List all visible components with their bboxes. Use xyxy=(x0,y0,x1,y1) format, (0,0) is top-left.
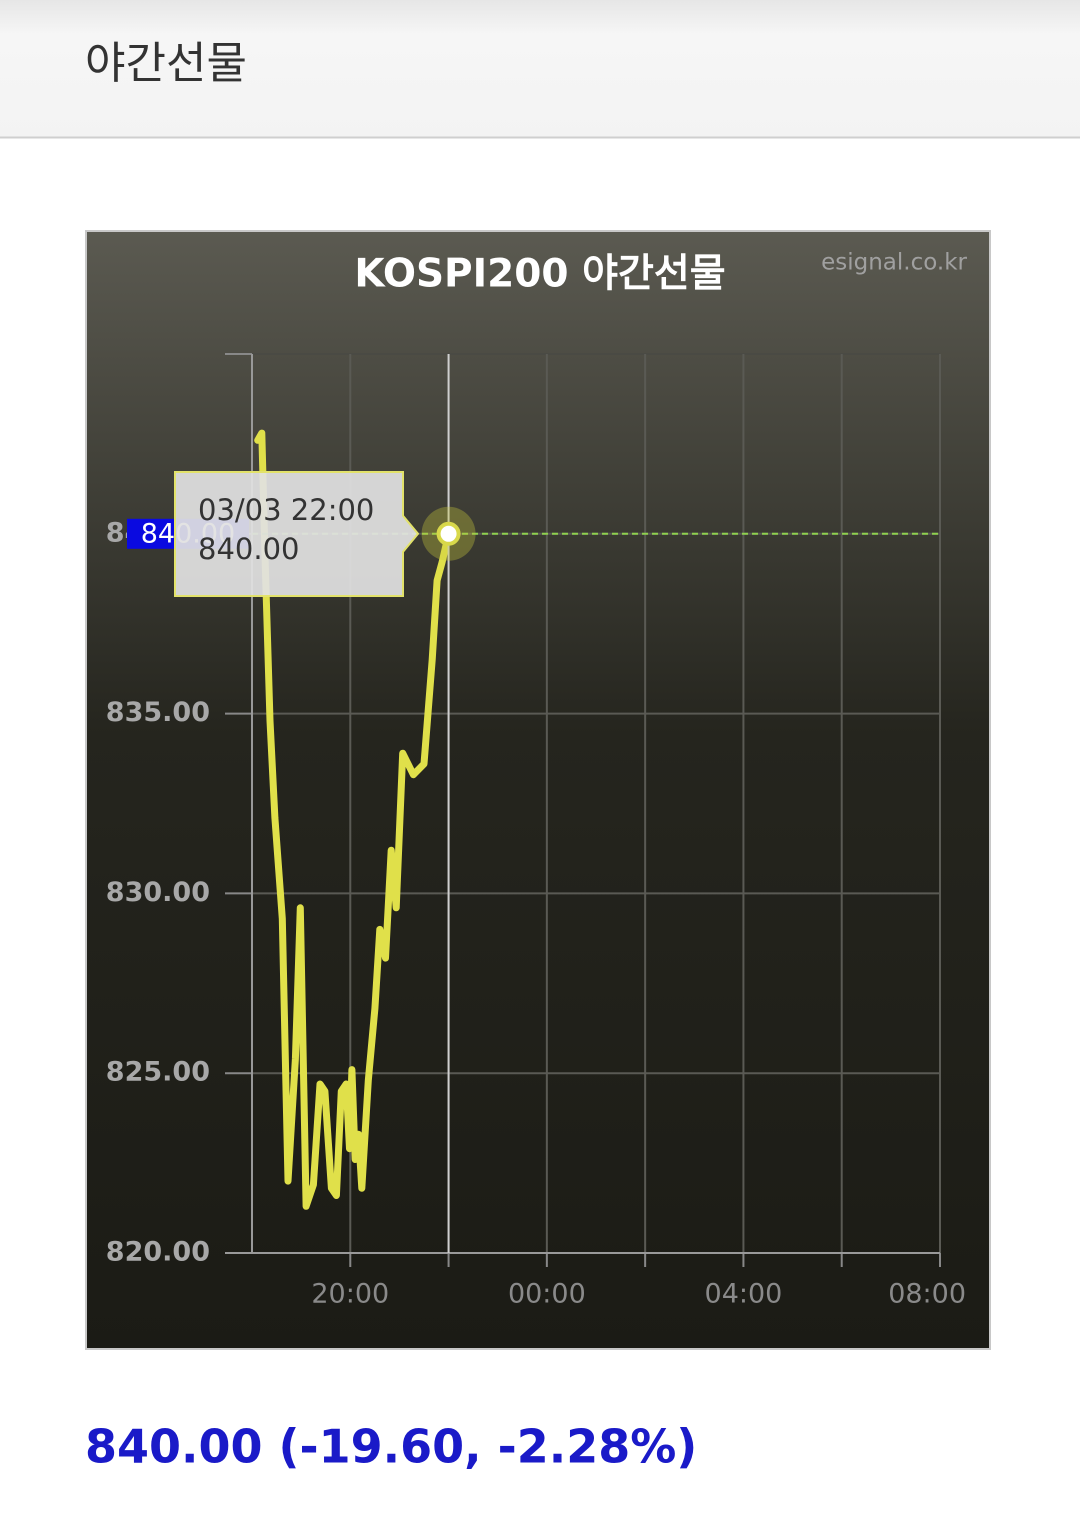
x-tick-label: 08:00 xyxy=(888,1279,966,1310)
source-label: esignal.co.kr xyxy=(821,250,967,276)
x-tick-label: 04:00 xyxy=(705,1279,783,1310)
y-tick-label: 825.00 xyxy=(106,1057,210,1088)
chart-panel xyxy=(85,230,991,1350)
chart-title: KOSPI200 야간선물 xyxy=(354,252,725,297)
x-tick-label: 00:00 xyxy=(508,1279,586,1310)
highlight-point xyxy=(436,521,461,546)
tooltip-date: 03/03 22:00 xyxy=(198,493,374,527)
tooltip-box xyxy=(174,471,420,597)
tooltip-value: 840.00 xyxy=(198,532,299,566)
header-title: 야간선물 xyxy=(85,38,247,89)
price-summary: 840.00 (-19.60, -2.28%) xyxy=(85,1420,697,1474)
y-tick-label: 830.00 xyxy=(106,877,210,908)
price-line xyxy=(254,429,453,1210)
x-tick-label: 20:00 xyxy=(311,1279,389,1310)
y-tick-label: 820.00 xyxy=(106,1237,210,1268)
y-tick-label: 835.00 xyxy=(106,697,210,728)
plot-area: 20:00 00:00 04:00 08:00 820.00 825.00 830.00 83… xyxy=(106,353,966,1310)
header-bar xyxy=(0,0,1080,137)
